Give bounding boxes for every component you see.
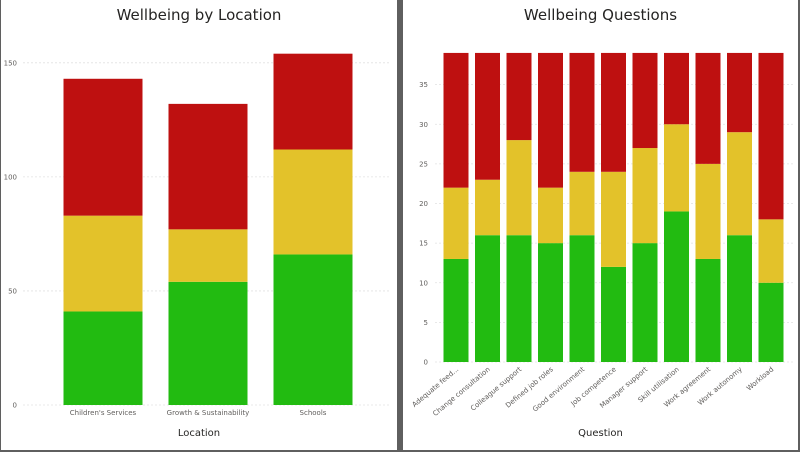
bar-segment[interactable] <box>538 187 563 244</box>
bar-segment[interactable] <box>506 235 532 362</box>
bar-segment[interactable] <box>475 235 500 362</box>
y-tick-label: 25 <box>419 160 428 168</box>
bar-segment[interactable] <box>443 52 469 188</box>
x-axis-title: Location <box>177 428 221 439</box>
y-tick-label: 50 <box>8 287 17 295</box>
bar-segment[interactable] <box>758 219 784 283</box>
bar-segment[interactable] <box>664 211 689 362</box>
bar-segment[interactable] <box>695 258 721 362</box>
y-tick-label: 15 <box>419 240 428 248</box>
bar-segment[interactable] <box>475 52 500 180</box>
bar-segment[interactable] <box>273 149 353 255</box>
bar-segment[interactable] <box>443 258 469 362</box>
bar-segment[interactable] <box>273 53 353 150</box>
y-tick-label: 20 <box>419 200 428 208</box>
bar-segment[interactable] <box>601 266 626 362</box>
bar-segment[interactable] <box>63 78 143 216</box>
x-tick-label: Schools <box>300 409 327 417</box>
x-tick-label: Change consultation <box>431 365 491 417</box>
bar-segment[interactable] <box>727 52 752 133</box>
bar-segment[interactable] <box>63 215 143 312</box>
bar-segment[interactable] <box>538 243 563 362</box>
x-tick-label: Good environment <box>531 365 586 413</box>
bar-segment[interactable] <box>506 140 532 236</box>
y-tick-label: 150 <box>4 59 17 67</box>
bar-segment[interactable] <box>632 148 658 244</box>
bar-segment[interactable] <box>695 52 721 164</box>
bar-segment[interactable] <box>664 124 689 212</box>
bar-segment[interactable] <box>601 52 626 172</box>
bar-segment[interactable] <box>273 254 353 405</box>
bar-segment[interactable] <box>443 187 469 259</box>
bar-segment[interactable] <box>664 52 689 125</box>
bar-segment[interactable] <box>569 235 595 362</box>
x-tick-label: Growth & Sustainability <box>167 409 250 417</box>
y-tick-label: 0 <box>424 359 428 367</box>
bar-segment[interactable] <box>632 243 658 362</box>
bar-segment[interactable] <box>63 311 143 405</box>
x-axis-title: Question <box>578 428 623 439</box>
chart-title: Wellbeing Questions <box>523 6 678 24</box>
bar-segment[interactable] <box>538 52 563 188</box>
x-tick-label: Workload <box>745 365 775 392</box>
bar-segment[interactable] <box>727 132 752 236</box>
y-tick-label: 30 <box>419 121 428 129</box>
bar-segment[interactable] <box>168 281 248 405</box>
location-chart-panel: Wellbeing by Location 0 50 100 150 Children'… <box>1 0 397 450</box>
y-tick-label: 0 <box>13 402 17 410</box>
y-tick-label: 5 <box>424 319 428 327</box>
bar-segment[interactable] <box>601 171 626 267</box>
bar-segment[interactable] <box>475 179 500 236</box>
bar-segment[interactable] <box>727 235 752 362</box>
bar-segment[interactable] <box>695 163 721 259</box>
bar-segment[interactable] <box>506 52 532 141</box>
x-tick-label: Children's Services <box>70 409 137 417</box>
bar-segment[interactable] <box>758 52 784 220</box>
bar-segment[interactable] <box>569 52 595 172</box>
y-tick-label: 100 <box>4 173 17 181</box>
chart-title: Wellbeing by Location <box>116 6 282 24</box>
bar-segment[interactable] <box>758 282 784 362</box>
bar-segment[interactable] <box>569 171 595 236</box>
y-tick-label: 35 <box>419 81 428 89</box>
bar-segment[interactable] <box>168 229 248 282</box>
location-chart: 0 50 100 150 Children's Services Growth & Sus… <box>4 53 391 417</box>
bar-segment[interactable] <box>168 103 248 230</box>
bar-segment[interactable] <box>632 52 658 149</box>
questions-chart-panel: Wellbeing Questions 0 5 10 15 20 25 30 35 Adequa… <box>403 0 798 450</box>
y-tick-label: 10 <box>419 279 428 287</box>
